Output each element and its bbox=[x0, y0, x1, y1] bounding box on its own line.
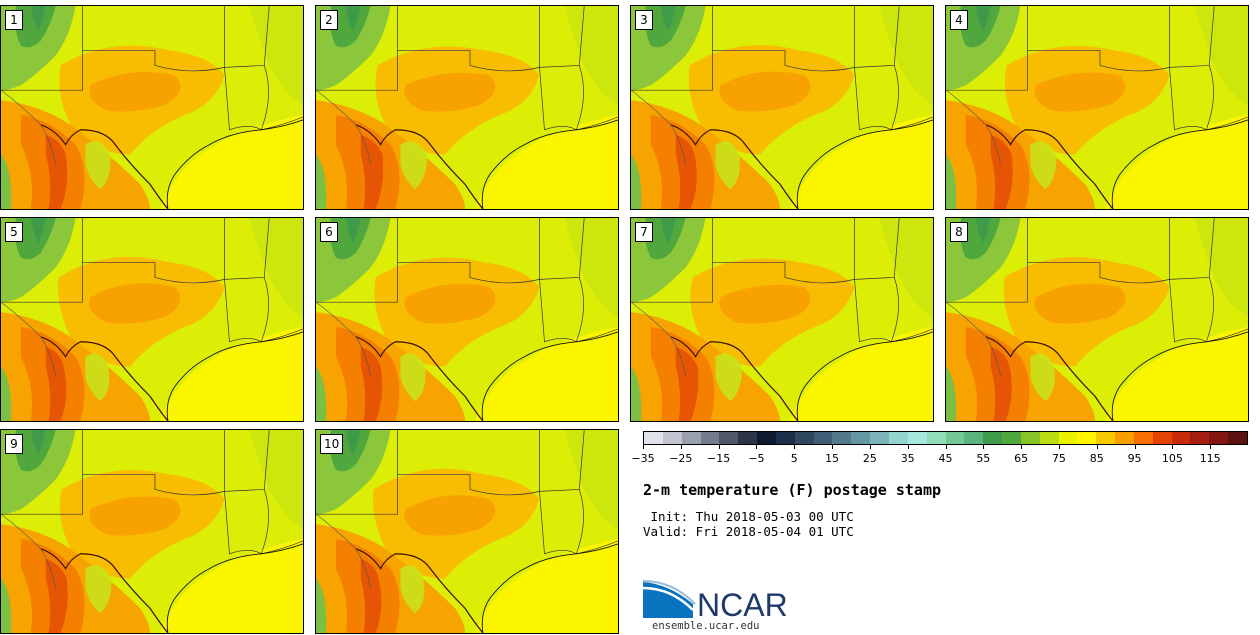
member-label: 5 bbox=[5, 222, 23, 242]
colorbar-tick bbox=[1172, 445, 1174, 449]
colorbar-swatch bbox=[681, 432, 701, 444]
colorbar-swatch bbox=[1152, 432, 1172, 444]
colorbar-tick bbox=[1134, 445, 1136, 449]
colorbar-swatch bbox=[719, 432, 739, 444]
colorbar-tick-label: −5 bbox=[748, 452, 765, 465]
colorbar-swatch bbox=[662, 432, 682, 444]
colorbar-swatch bbox=[851, 432, 871, 444]
member-panel-8: 8 bbox=[945, 217, 1249, 422]
colorbar-tick bbox=[643, 445, 644, 449]
colorbar-swatch bbox=[1020, 432, 1040, 444]
member-panel-2: 2 bbox=[315, 5, 619, 210]
colorbar-tick-label: 75 bbox=[1051, 452, 1066, 465]
member-panel-10: 10 bbox=[315, 429, 619, 634]
colorbar-tick-label: 5 bbox=[790, 452, 798, 465]
member-panel-7: 7 bbox=[630, 217, 934, 422]
colorbar-swatch bbox=[907, 432, 927, 444]
colorbar-tick-label: −15 bbox=[707, 452, 731, 465]
ncar-logo: NCAR bbox=[643, 580, 788, 618]
member-label: 7 bbox=[635, 222, 653, 242]
colorbar-tick bbox=[869, 445, 871, 449]
colorbar-ticks: −35 −25 −15 −5 5 15 25 35 45 55 65 75 85 95 105 115 bbox=[631, 445, 1248, 469]
member-panel-5: 5 bbox=[0, 217, 304, 422]
colorbar-tick bbox=[983, 445, 985, 449]
colorbar-tick-label: 35 bbox=[900, 452, 915, 465]
colorbar-tick bbox=[1210, 445, 1212, 449]
colorbar-swatch bbox=[1077, 432, 1097, 444]
colorbar-swatch bbox=[1002, 432, 1021, 444]
colorbar-swatch bbox=[700, 432, 720, 444]
colorbar-swatch bbox=[1171, 432, 1191, 444]
member-label: 1 bbox=[5, 10, 23, 30]
colorbar-tick-label: 15 bbox=[825, 452, 840, 465]
member-label: 10 bbox=[320, 434, 344, 454]
colorbar-tick bbox=[1096, 445, 1098, 449]
member-label: 9 bbox=[5, 434, 23, 454]
colorbar-tick bbox=[945, 445, 947, 449]
ncar-logo-text: NCAR bbox=[697, 587, 788, 618]
member-panel-9: 9 bbox=[0, 429, 304, 634]
colorbar-tick-label: −35 bbox=[631, 452, 655, 465]
colorbar-swatch bbox=[945, 432, 965, 444]
member-label: 4 bbox=[950, 10, 968, 30]
valid-time: Valid: Fri 2018-05-04 01 UTC bbox=[643, 524, 854, 539]
member-panel-4: 4 bbox=[945, 5, 1249, 210]
colorbar-tick bbox=[832, 445, 834, 449]
member-panel-3: 3 bbox=[630, 5, 934, 210]
member-panel-1: 1 bbox=[0, 5, 304, 210]
colorbar-tick bbox=[1021, 445, 1023, 449]
colorbar-tick-label: 95 bbox=[1127, 452, 1142, 465]
colorbar-swatch bbox=[1190, 432, 1210, 444]
colorbar-swatch bbox=[775, 432, 795, 444]
ensemble-url: ensemble.ucar.edu bbox=[652, 620, 760, 632]
colorbar-swatch bbox=[1039, 432, 1059, 444]
colorbar-swatch bbox=[888, 432, 908, 444]
member-label: 2 bbox=[320, 10, 338, 30]
member-label: 8 bbox=[950, 222, 968, 242]
colorbar-tick-label: 25 bbox=[862, 452, 877, 465]
colorbar-tick-label: 55 bbox=[976, 452, 991, 465]
member-label: 6 bbox=[320, 222, 338, 242]
colorbar-tick bbox=[794, 445, 796, 449]
colorbar-swatch bbox=[1058, 432, 1078, 444]
colorbar-tick bbox=[907, 445, 909, 449]
colorbar-swatch bbox=[926, 432, 946, 444]
colorbar-swatch bbox=[983, 432, 1003, 444]
temperature-colorbar bbox=[643, 431, 1248, 445]
colorbar-swatch bbox=[870, 432, 889, 444]
colorbar-tick-label: 115 bbox=[1199, 452, 1221, 465]
init-time: Init: Thu 2018-05-03 00 UTC bbox=[643, 509, 854, 524]
colorbar-tick-label: −25 bbox=[669, 452, 693, 465]
colorbar-swatch bbox=[738, 432, 758, 444]
colorbar-tick bbox=[680, 445, 682, 449]
colorbar-swatch bbox=[1096, 432, 1116, 444]
member-panel-6: 6 bbox=[315, 217, 619, 422]
colorbar-tick-label: 65 bbox=[1014, 452, 1029, 465]
colorbar-swatch bbox=[832, 432, 852, 444]
colorbar-tick-label: 105 bbox=[1161, 452, 1183, 465]
colorbar-swatch bbox=[1115, 432, 1134, 444]
colorbar-tick-label: 85 bbox=[1089, 452, 1104, 465]
colorbar-swatch bbox=[1209, 432, 1229, 444]
chart-title: 2-m temperature (F) postage stamp bbox=[643, 481, 942, 499]
colorbar-swatch bbox=[1228, 432, 1247, 444]
colorbar-swatch bbox=[757, 432, 776, 444]
member-label: 3 bbox=[635, 10, 653, 30]
colorbar-tick bbox=[756, 445, 758, 449]
colorbar-swatch bbox=[644, 432, 663, 444]
colorbar-swatch bbox=[813, 432, 833, 444]
colorbar-tick-label: 45 bbox=[938, 452, 953, 465]
colorbar-swatch bbox=[1133, 432, 1153, 444]
colorbar-tick bbox=[718, 445, 720, 449]
colorbar-swatch bbox=[964, 432, 984, 444]
colorbar-tick bbox=[1058, 445, 1060, 449]
colorbar-swatch bbox=[794, 432, 814, 444]
